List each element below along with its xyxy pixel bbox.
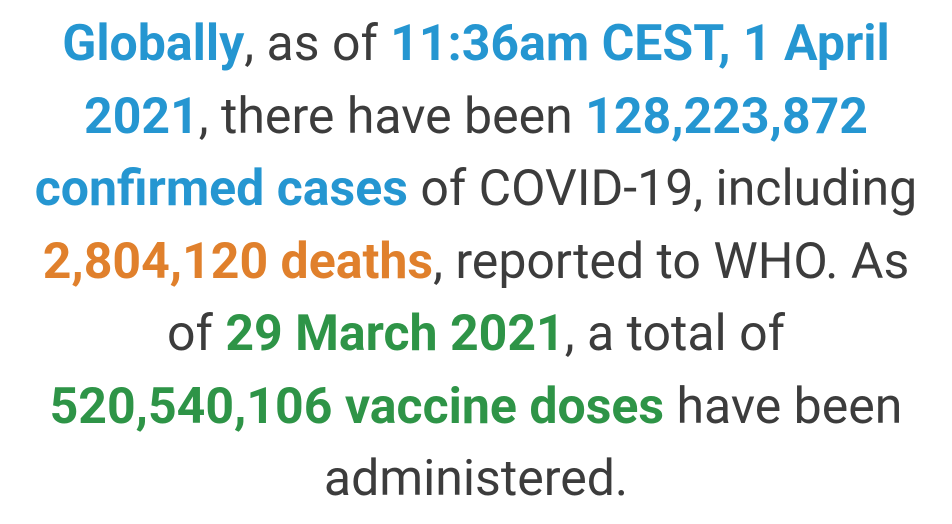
vaccine-date-label: 29 March 2021 xyxy=(225,305,564,363)
text-segment: , as of xyxy=(244,15,390,73)
vaccine-doses-label: 520,540,106 vaccine doses xyxy=(50,378,664,436)
text-segment: , a total of xyxy=(565,305,785,363)
covid-summary-paragraph: Globally, as of 11:36am CEST, 1 April 20… xyxy=(0,8,952,516)
text-segment: of COVID-19, including xyxy=(408,160,917,218)
globally-label: Globally xyxy=(62,15,244,73)
text-segment: , there have been xyxy=(199,88,585,146)
deaths-label: 2,804,120 deaths xyxy=(43,233,433,291)
